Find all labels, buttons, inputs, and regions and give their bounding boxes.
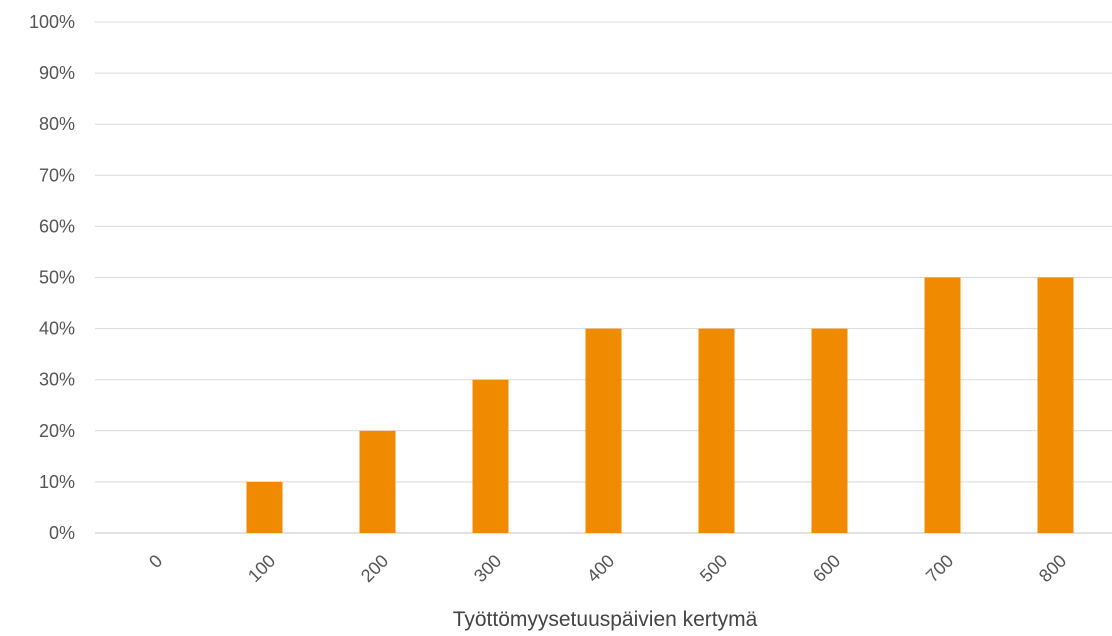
bar xyxy=(585,328,622,533)
bars xyxy=(246,277,1074,533)
bar xyxy=(246,481,283,533)
y-axis-tick-labels: 0% 10% 20% 30% 40% 50% 60% 70% 80% 90% 100% xyxy=(29,12,75,543)
x-tick-label: 700 xyxy=(922,551,957,586)
x-axis-tick-labels: 0 100 200 300 400 500 600 700 800 xyxy=(145,551,1070,586)
x-tick-label: 600 xyxy=(809,551,844,586)
y-tick-label: 40% xyxy=(39,319,75,339)
y-tick-label: 100% xyxy=(29,12,75,32)
x-tick-label: 200 xyxy=(357,551,392,586)
y-tick-label: 50% xyxy=(39,268,75,288)
bar xyxy=(698,328,735,533)
x-tick-label: 100 xyxy=(244,551,279,586)
x-axis-label: Työttömyysetuuspäivien kertymä xyxy=(453,608,758,631)
y-tick-label: 90% xyxy=(39,63,75,83)
y-tick-label: 20% xyxy=(39,421,75,441)
x-tick-label: 800 xyxy=(1035,551,1070,586)
x-tick-label: 0 xyxy=(145,551,166,572)
bar xyxy=(924,277,961,533)
x-tick-label: 400 xyxy=(583,551,618,586)
y-tick-label: 70% xyxy=(39,165,75,185)
y-tick-label: 10% xyxy=(39,472,75,492)
y-tick-label: 80% xyxy=(39,114,75,134)
bar xyxy=(811,328,848,533)
bar xyxy=(359,430,396,533)
y-tick-label: 0% xyxy=(49,523,75,543)
bar xyxy=(472,379,509,533)
x-tick-label: 300 xyxy=(470,551,505,586)
bar xyxy=(1037,277,1074,533)
y-tick-label: 60% xyxy=(39,216,75,236)
y-tick-label: 30% xyxy=(39,370,75,390)
x-tick-label: 500 xyxy=(696,551,731,586)
